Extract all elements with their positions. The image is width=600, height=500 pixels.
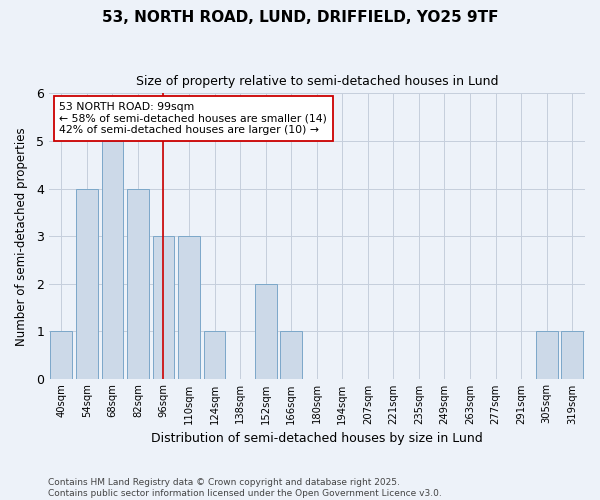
Bar — [127, 188, 149, 379]
Text: Contains HM Land Registry data © Crown copyright and database right 2025.
Contai: Contains HM Land Registry data © Crown c… — [48, 478, 442, 498]
Bar — [255, 284, 277, 379]
Bar — [536, 332, 557, 379]
Bar — [178, 236, 200, 379]
Y-axis label: Number of semi-detached properties: Number of semi-detached properties — [15, 127, 28, 346]
Bar — [562, 332, 583, 379]
Bar — [204, 332, 226, 379]
Bar — [76, 188, 98, 379]
Bar — [50, 332, 72, 379]
Text: 53 NORTH ROAD: 99sqm
← 58% of semi-detached houses are smaller (14)
42% of semi-: 53 NORTH ROAD: 99sqm ← 58% of semi-detac… — [59, 102, 327, 135]
Bar — [101, 141, 123, 379]
Bar — [152, 236, 175, 379]
X-axis label: Distribution of semi-detached houses by size in Lund: Distribution of semi-detached houses by … — [151, 432, 482, 445]
Title: Size of property relative to semi-detached houses in Lund: Size of property relative to semi-detach… — [136, 75, 498, 88]
Bar — [280, 332, 302, 379]
Text: 53, NORTH ROAD, LUND, DRIFFIELD, YO25 9TF: 53, NORTH ROAD, LUND, DRIFFIELD, YO25 9T… — [102, 10, 498, 25]
